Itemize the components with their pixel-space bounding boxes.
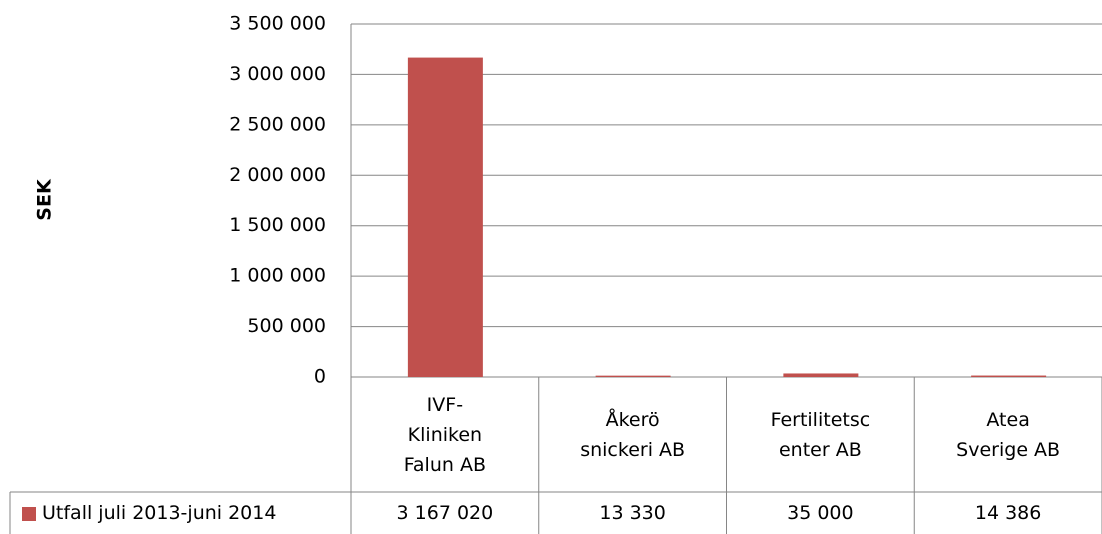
y-tick-label: 3 000 000 (229, 63, 326, 85)
bar (971, 375, 1047, 377)
y-axis-label: SEK (34, 178, 56, 221)
data-table-value: 3 167 020 (396, 502, 494, 524)
data-table-value: 13 330 (599, 502, 666, 524)
y-tick-label: 0 (314, 366, 326, 388)
y-tick-label: 1 500 000 (229, 214, 326, 236)
bar (407, 57, 483, 378)
x-tick-label: Fertilitetscenter AB (770, 408, 871, 461)
legend-key (22, 507, 36, 521)
legend-label: Utfall juli 2013-juni 2014 (42, 502, 277, 524)
y-tick-label: 1 000 000 (229, 265, 326, 287)
x-tick-label: Åkerö snickeri AB (580, 408, 686, 461)
y-tick-label: 2 000 000 (229, 164, 326, 186)
bar (783, 373, 859, 377)
x-tick-label: IVF-Kliniken Falun AB (403, 393, 486, 476)
bar (595, 375, 671, 377)
x-tick-label: Atea Sverige AB (956, 408, 1061, 461)
data-table-value: 35 000 (787, 502, 854, 524)
y-tick-label: 3 500 000 (229, 13, 326, 35)
y-tick-label: 500 000 (247, 315, 326, 337)
y-tick-label: 2 500 000 (229, 113, 326, 135)
data-table-value: 14 386 (974, 502, 1042, 524)
